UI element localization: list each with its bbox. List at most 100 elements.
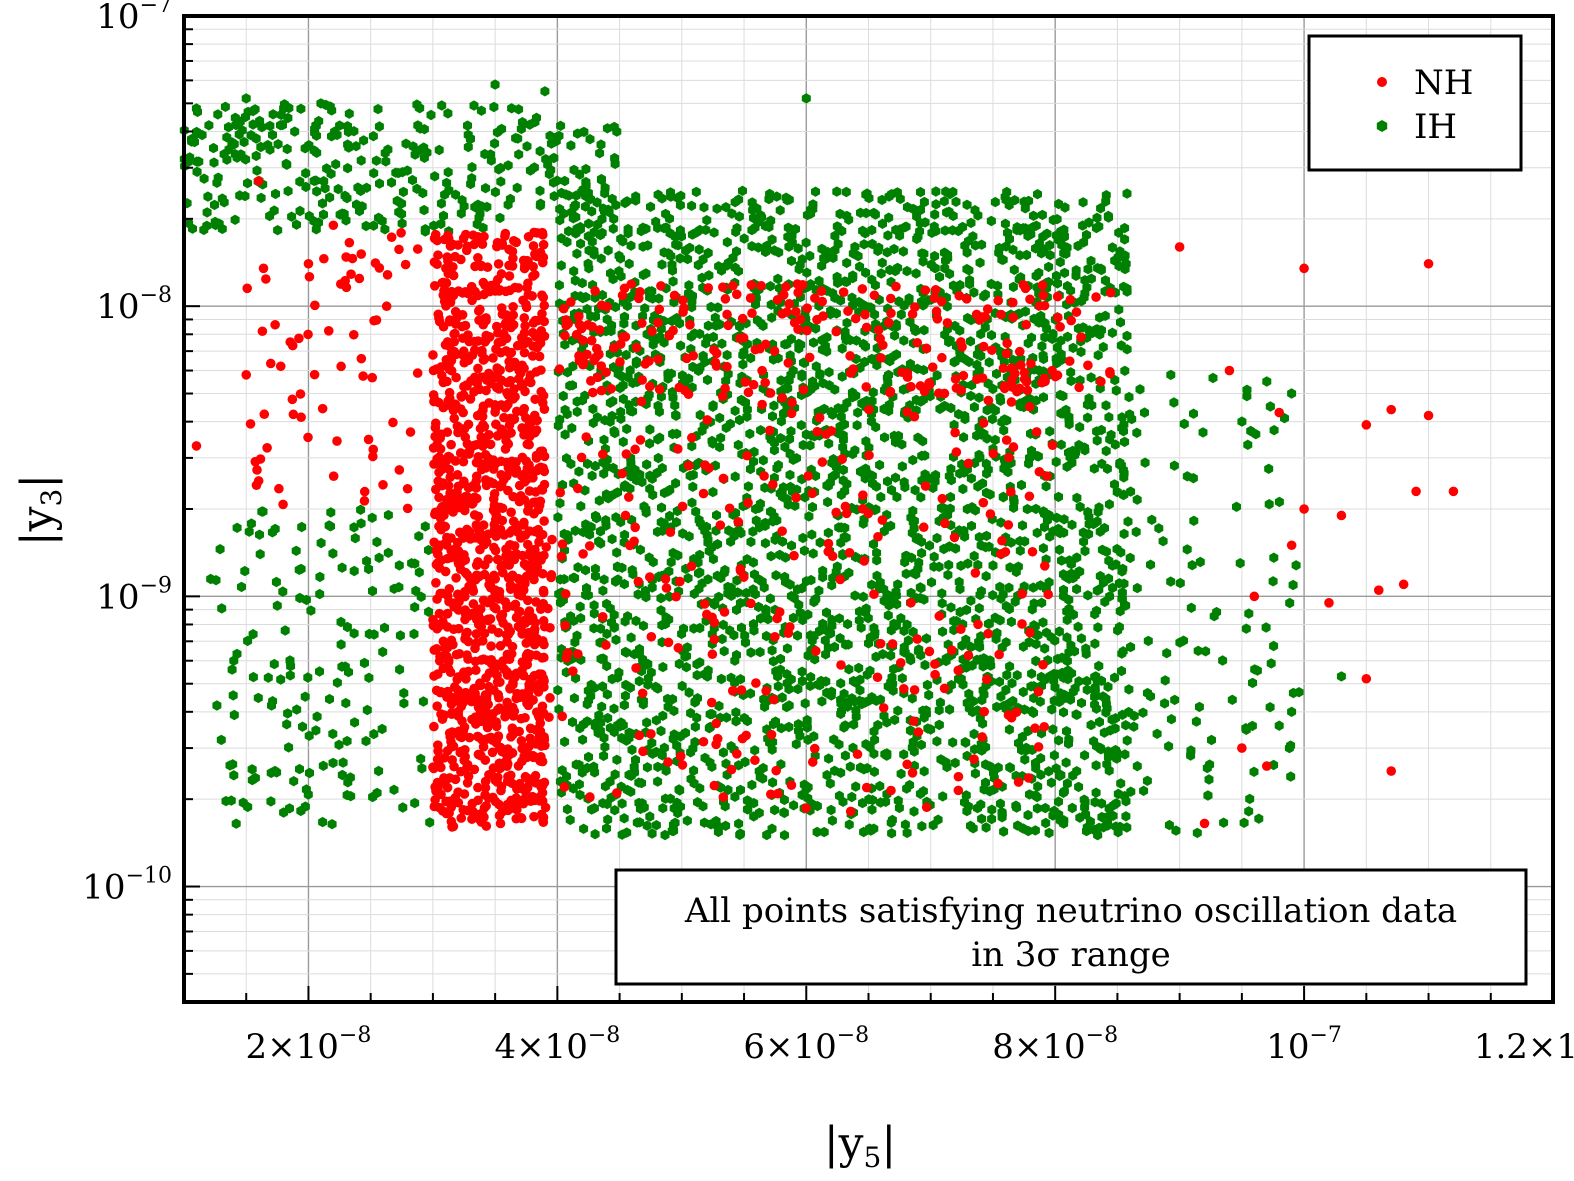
- point-ih: [203, 191, 213, 202]
- point-ih: [569, 266, 579, 277]
- point-ih: [966, 595, 976, 606]
- point-ih: [469, 100, 479, 111]
- point-nh: [438, 376, 449, 387]
- point-ih: [1020, 306, 1030, 317]
- point-ih: [995, 676, 1004, 687]
- point-nh: [668, 325, 678, 336]
- point-nh: [772, 294, 783, 305]
- point-nh: [717, 391, 728, 402]
- point-ih: [606, 268, 615, 279]
- point-nh: [1023, 773, 1034, 783]
- point-ih: [263, 139, 273, 151]
- point-ih: [710, 312, 720, 323]
- point-nh: [777, 392, 788, 403]
- point-ih: [702, 215, 712, 226]
- point-ih: [545, 130, 555, 141]
- point-nh: [675, 576, 685, 587]
- point-nh: [488, 464, 499, 474]
- point-nh: [453, 605, 464, 615]
- point-nh: [884, 317, 894, 328]
- point-nh: [497, 515, 508, 526]
- point-ih: [399, 698, 409, 709]
- point-nh: [878, 703, 889, 713]
- point-nh: [878, 340, 888, 350]
- point-ih: [315, 571, 325, 583]
- point-ih: [282, 719, 292, 730]
- point-nh: [496, 562, 506, 572]
- point-ih: [190, 136, 199, 148]
- point-ih: [809, 337, 818, 348]
- point-nh: [529, 811, 539, 822]
- point-ih: [316, 537, 326, 549]
- point-ih: [788, 612, 798, 624]
- point-nh: [453, 706, 464, 717]
- point-ih: [966, 336, 975, 347]
- data-points: [179, 79, 1459, 841]
- point-ih: [1080, 545, 1090, 557]
- point-ih: [240, 565, 250, 577]
- point-nh: [452, 470, 463, 480]
- point-ih: [568, 361, 578, 372]
- point-nh: [597, 611, 608, 622]
- point-ih: [443, 108, 453, 119]
- point-ih: [612, 126, 622, 137]
- point-nh: [1033, 742, 1044, 752]
- point-ih: [609, 703, 619, 714]
- point-ih: [276, 120, 285, 131]
- point-ih: [805, 250, 815, 262]
- point-nh: [428, 443, 439, 453]
- point-ih: [969, 401, 979, 413]
- point-ih: [315, 666, 324, 677]
- point-ih: [1048, 214, 1058, 226]
- point-nh: [539, 516, 549, 526]
- point-ih: [255, 549, 265, 560]
- point-ih: [596, 253, 606, 264]
- point-nh: [647, 326, 657, 337]
- point-ih: [429, 220, 439, 231]
- point-ih: [934, 719, 944, 730]
- point-ih: [1142, 775, 1152, 786]
- point-ih: [1265, 702, 1275, 713]
- point-ih: [1124, 684, 1134, 695]
- point-ih: [575, 601, 585, 612]
- point-ih: [703, 247, 713, 259]
- point-ih: [747, 779, 757, 791]
- point-ih: [999, 826, 1009, 837]
- point-ih: [703, 374, 712, 386]
- point-nh: [473, 511, 484, 522]
- point-nh: [857, 284, 868, 294]
- point-ih: [572, 248, 582, 259]
- point-ih: [758, 320, 768, 332]
- point-ih: [1008, 244, 1018, 255]
- point-ih: [199, 173, 209, 184]
- point-ih: [917, 248, 927, 259]
- point-ih: [609, 213, 619, 225]
- point-ih: [554, 130, 564, 142]
- point-ih: [946, 491, 955, 503]
- point-ih: [980, 322, 990, 333]
- point-nh: [494, 586, 505, 597]
- point-ih: [599, 750, 609, 762]
- point-ih: [1034, 317, 1044, 328]
- point-nh: [612, 788, 622, 798]
- point-nh: [578, 359, 588, 370]
- point-ih: [709, 227, 719, 238]
- point-ih: [565, 814, 575, 826]
- point-ih: [1057, 354, 1067, 365]
- point-ih: [687, 295, 697, 307]
- point-nh: [468, 440, 479, 451]
- point-ih: [616, 253, 625, 264]
- point-nh: [450, 498, 460, 508]
- point-ih: [1117, 665, 1126, 677]
- point-nh: [1008, 312, 1018, 323]
- point-ih: [256, 141, 266, 153]
- point-ih: [1068, 342, 1078, 354]
- point-ih: [552, 175, 562, 186]
- point-ih: [854, 662, 864, 674]
- point-nh: [511, 793, 521, 803]
- point-nh: [1105, 287, 1116, 298]
- point-ih: [824, 438, 834, 449]
- point-nh: [961, 293, 972, 304]
- point-ih: [287, 211, 297, 222]
- point-nh: [496, 785, 506, 796]
